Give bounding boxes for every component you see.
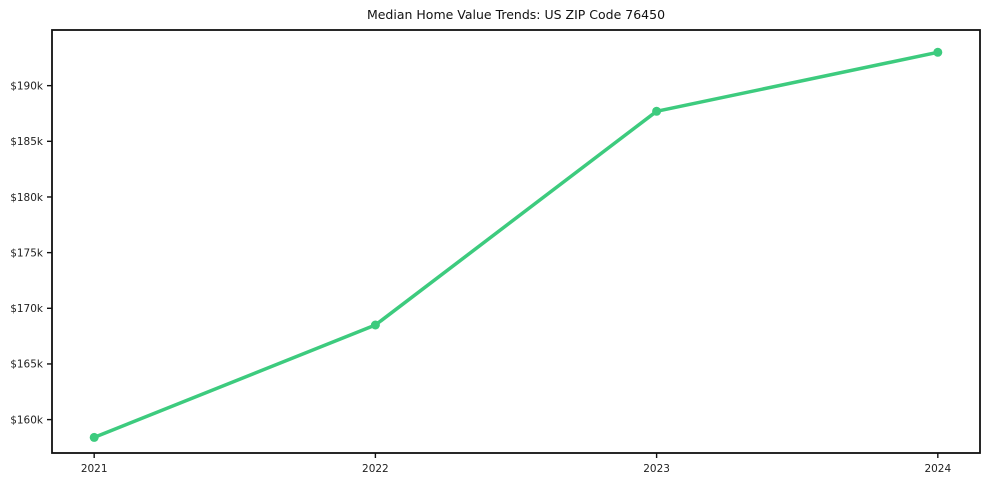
y-tick-label: $170k <box>10 303 44 315</box>
x-tick-label: 2023 <box>643 463 670 475</box>
y-tick-label: $190k <box>10 80 44 92</box>
y-tick-label: $165k <box>10 359 44 371</box>
y-tick-label: $185k <box>10 136 44 148</box>
y-tick-label: $180k <box>10 192 44 204</box>
y-tick-label: $175k <box>10 247 44 259</box>
x-tick-label: 2021 <box>81 463 108 475</box>
plot-border <box>51 29 981 454</box>
data-line <box>92 50 940 440</box>
data-point-marker <box>370 320 380 330</box>
data-point-marker <box>933 47 943 57</box>
x-tick-label: 2022 <box>362 463 389 475</box>
y-tick-label: $160k <box>10 414 44 426</box>
chart-title: Median Home Value Trends: US ZIP Code 76… <box>366 7 666 22</box>
data-point-marker <box>89 432 99 442</box>
data-point-marker <box>652 106 662 116</box>
x-tick-label: 2024 <box>924 463 951 475</box>
